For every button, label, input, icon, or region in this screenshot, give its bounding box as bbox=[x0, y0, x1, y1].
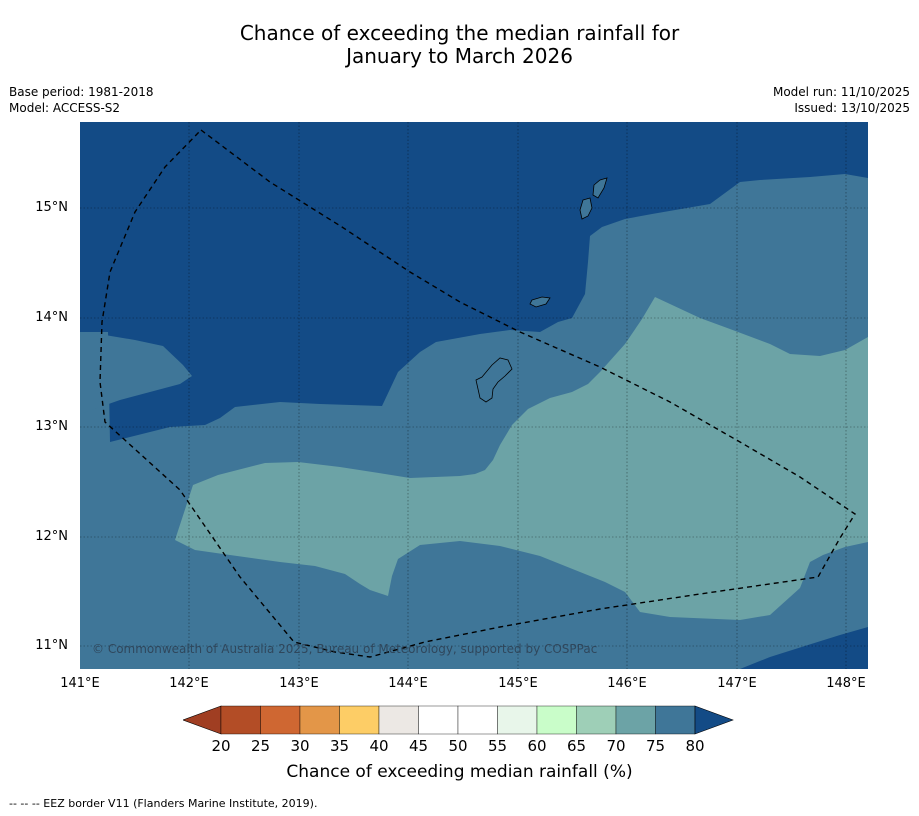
lon-label-143e: 143°E bbox=[279, 676, 319, 691]
guam-island bbox=[475, 357, 513, 403]
colorbar-cell bbox=[576, 705, 617, 735]
colorbar-cell bbox=[260, 705, 301, 735]
title-line-2: January to March 2026 bbox=[346, 44, 573, 68]
eez-footnote: -- -- -- EEZ border V11 (Flanders Marine… bbox=[9, 797, 318, 810]
title-line-1: Chance of exceeding the median rainfall … bbox=[239, 21, 680, 45]
colorbar-tick-label: 40 bbox=[369, 737, 389, 755]
colorbar-cell bbox=[655, 705, 696, 735]
region-75-80-west bbox=[80, 332, 192, 414]
base-period: Base period: 1981-2018 bbox=[9, 85, 154, 99]
lon-label-144e: 144°E bbox=[388, 676, 428, 691]
colorbar-cell bbox=[457, 705, 498, 735]
colorbar-tick-label: 20 bbox=[211, 737, 231, 755]
rainfall-map bbox=[80, 122, 868, 669]
colorbar-extend-high bbox=[694, 705, 734, 735]
lat-label-15n: 15°N bbox=[35, 200, 68, 215]
colorbar-cell bbox=[497, 705, 538, 735]
lon-label-145e: 145°E bbox=[498, 676, 538, 691]
copyright-notice: © Commonwealth of Australia 2025, Bureau… bbox=[92, 642, 598, 656]
model-name: Model: ACCESS-S2 bbox=[9, 101, 121, 115]
colorbar-cell bbox=[615, 705, 656, 735]
rota-island bbox=[529, 296, 551, 308]
colorbar-tick-label: 65 bbox=[566, 737, 587, 755]
model-run: Model run: 11/10/2025 bbox=[772, 85, 910, 99]
tinian-island bbox=[579, 197, 593, 220]
lon-label-147e: 147°E bbox=[717, 676, 757, 691]
colorbar bbox=[183, 705, 734, 735]
lon-label-142e: 142°E bbox=[169, 676, 209, 691]
region-70-75 bbox=[175, 297, 868, 620]
colorbar-cell bbox=[418, 705, 459, 735]
colorbar-tick-label: 50 bbox=[448, 737, 468, 755]
colorbar-cell bbox=[220, 705, 261, 735]
lon-label-146e: 146°E bbox=[607, 676, 647, 691]
saipan-island bbox=[592, 177, 608, 199]
colorbar-tick-label: 75 bbox=[645, 737, 666, 755]
meta-left: Base period: 1981-2018 Model: ACCESS-S2 bbox=[9, 84, 154, 116]
colorbar-tick-label: 30 bbox=[290, 737, 310, 755]
colorbar-cell bbox=[536, 705, 577, 735]
colorbar-cell bbox=[378, 705, 419, 735]
meta-right: Model run: 11/10/2025 Issued: 13/10/2025 bbox=[773, 84, 910, 116]
lon-label-141e: 141°E bbox=[60, 676, 100, 691]
colorbar-tick-label: 55 bbox=[487, 737, 508, 755]
islands bbox=[475, 177, 608, 403]
colorbar-tick-label: 80 bbox=[685, 737, 705, 755]
colorbar-tick-label: 25 bbox=[250, 737, 271, 755]
lat-label-13n: 13°N bbox=[35, 419, 68, 434]
lat-label-12n: 12°N bbox=[35, 529, 68, 544]
colorbar-cell bbox=[299, 705, 340, 735]
map-title: Chance of exceeding the median rainfall … bbox=[0, 22, 919, 68]
colorbar-extend-low bbox=[183, 705, 222, 735]
lat-label-14n: 14°N bbox=[35, 310, 68, 325]
lat-label-11n: 11°N bbox=[35, 638, 68, 653]
colorbar-tick-label: 45 bbox=[408, 737, 429, 755]
colorbar-tick-label: 35 bbox=[329, 737, 350, 755]
lon-label-148e: 148°E bbox=[826, 676, 866, 691]
colorbar-cell bbox=[339, 705, 380, 735]
map-gridlines bbox=[80, 122, 868, 669]
colorbar-label: Chance of exceeding median rainfall (%) bbox=[286, 762, 633, 782]
colorbar-tick-label: 60 bbox=[527, 737, 547, 755]
colorbar-tick-label: 70 bbox=[606, 737, 626, 755]
issued-date: Issued: 13/10/2025 bbox=[794, 101, 910, 115]
eez-border bbox=[99, 129, 856, 658]
